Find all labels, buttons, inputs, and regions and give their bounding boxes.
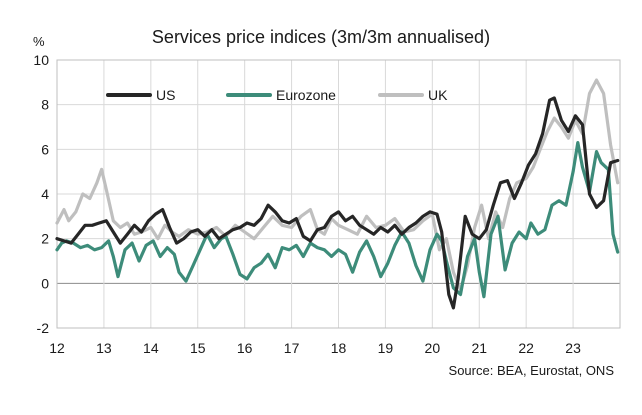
y-tick-label: 8 — [41, 97, 49, 113]
series-lines — [55, 78, 620, 310]
y-tick-label: -2 — [37, 320, 50, 336]
x-tick-label: 13 — [96, 340, 112, 356]
x-tick-label: 22 — [518, 340, 534, 356]
chart-title: Services price indices (3m/3m annualised… — [152, 27, 490, 47]
y-axis-unit-label: % — [33, 34, 45, 49]
y-tick-label: 4 — [41, 186, 49, 202]
series-line-us — [55, 96, 620, 310]
x-tick-label: 14 — [143, 340, 159, 356]
y-tick-label: 10 — [33, 52, 49, 68]
x-tick-label: 16 — [237, 340, 253, 356]
y-tick-label: 6 — [41, 141, 49, 157]
x-tick-label: 17 — [284, 340, 300, 356]
x-tick-label: 12 — [49, 340, 65, 356]
x-tick-label: 19 — [378, 340, 394, 356]
x-tick-label: 18 — [331, 340, 347, 356]
gridlines — [56, 59, 620, 329]
legend-label-uk: UK — [428, 87, 448, 103]
legend: US Eurozone UK — [106, 87, 448, 103]
series-line-eurozone — [55, 141, 620, 299]
legend-label-us: US — [156, 87, 175, 103]
plot-frame — [56, 59, 621, 329]
y-tick-label: 2 — [41, 231, 49, 247]
source-note: Source: BEA, Eurostat, ONS — [449, 363, 615, 378]
y-tick-label: 0 — [41, 275, 49, 291]
legend-label-eurozone: Eurozone — [276, 87, 336, 103]
x-tick-label: 15 — [190, 340, 206, 356]
series-line-uk — [55, 78, 620, 292]
x-tick-label: 21 — [471, 340, 487, 356]
x-axis-ticks: 12 13 14 15 16 17 18 19 20 21 22 23 — [49, 340, 581, 356]
y-axis-ticks: -2 0 2 4 6 8 10 — [33, 52, 49, 336]
x-tick-label: 20 — [425, 340, 441, 356]
x-tick-label: 23 — [565, 340, 581, 356]
